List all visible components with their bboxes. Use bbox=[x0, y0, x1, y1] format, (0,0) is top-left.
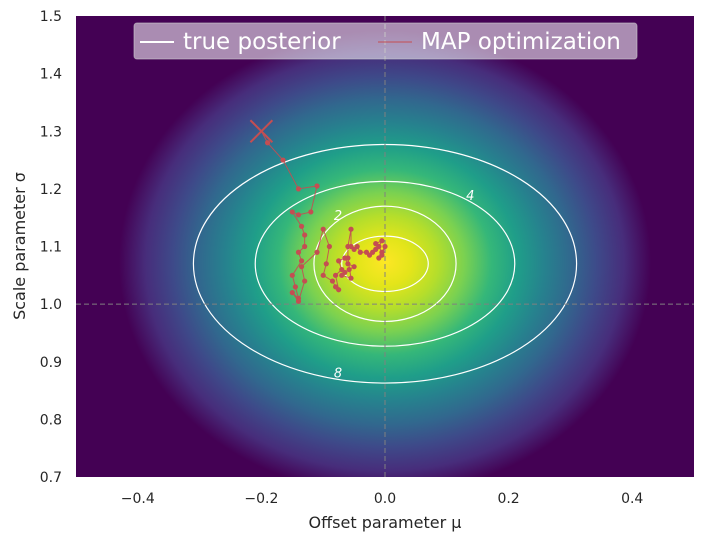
legend: true posterior MAP optimization bbox=[133, 22, 638, 60]
map-path-point bbox=[289, 209, 295, 215]
map-path-point bbox=[320, 272, 326, 278]
y-tick-label: 0.8 bbox=[40, 412, 62, 428]
map-path-point bbox=[379, 238, 385, 244]
map-path-point bbox=[376, 255, 382, 261]
map-path-point bbox=[354, 243, 360, 250]
map-path-point bbox=[382, 243, 388, 250]
contour-labels: 2 4 8 bbox=[334, 189, 475, 381]
y-tick-label: 1.1 bbox=[40, 240, 62, 256]
map-path-point bbox=[348, 275, 354, 281]
contour-label-2: 8 bbox=[334, 366, 342, 381]
x-tick-label: 0.2 bbox=[497, 491, 519, 507]
map-path-point bbox=[336, 287, 342, 293]
map-path-point bbox=[336, 258, 342, 264]
y-axis-ticks: 0.7 0.8 0.9 1.0 1.1 1.2 1.3 1.4 1.5 bbox=[40, 9, 62, 486]
map-path-point bbox=[264, 140, 271, 146]
y-tick-label: 1.5 bbox=[40, 9, 62, 25]
map-path-point bbox=[345, 261, 351, 267]
x-tick-label: 0.4 bbox=[621, 491, 643, 507]
map-path-point bbox=[346, 266, 352, 273]
map-path-point bbox=[289, 290, 295, 296]
map-path-point bbox=[308, 209, 314, 215]
map-path-point bbox=[295, 212, 302, 218]
map-path-point bbox=[314, 249, 320, 255]
x-axis-label: Offset parameter μ bbox=[309, 513, 462, 532]
map-path-point bbox=[345, 255, 351, 261]
map-path-point bbox=[289, 272, 295, 278]
map-path-point bbox=[295, 249, 302, 255]
map-path-point bbox=[280, 157, 286, 163]
map-path-point bbox=[295, 186, 302, 192]
map-path-point bbox=[298, 223, 305, 229]
map-path-point bbox=[348, 226, 354, 232]
x-tick-label: −0.2 bbox=[244, 491, 278, 507]
map-path-point bbox=[295, 298, 302, 304]
map-path-point bbox=[357, 249, 363, 255]
y-tick-label: 1.0 bbox=[40, 297, 62, 313]
map-start-marker bbox=[249, 119, 274, 143]
map-start-stroke-2 bbox=[249, 119, 274, 143]
legend-label-true-posterior: true posterior bbox=[183, 29, 341, 55]
x-tick-label: −0.4 bbox=[121, 491, 155, 507]
x-axis-ticks: −0.4 −0.2 0.0 0.2 0.4 bbox=[121, 491, 644, 507]
map-path-point bbox=[314, 183, 320, 189]
plot-area: 2 4 8 bbox=[76, 16, 694, 477]
map-path-point bbox=[302, 278, 308, 284]
map-path-point bbox=[298, 258, 305, 264]
y-tick-label: 0.7 bbox=[40, 470, 62, 486]
map-path-point bbox=[302, 232, 308, 238]
legend-box bbox=[133, 22, 638, 60]
map-path-point bbox=[329, 278, 336, 284]
map-path-point bbox=[292, 284, 298, 290]
contour-label-1: 4 bbox=[466, 189, 474, 204]
map-path-point bbox=[302, 243, 308, 250]
map-path-point bbox=[320, 226, 326, 232]
map-path-point bbox=[326, 243, 332, 250]
legend-label-map-optimization: MAP optimization bbox=[421, 29, 621, 55]
map-path-point bbox=[298, 264, 305, 270]
map-optimization-path bbox=[260, 131, 388, 304]
y-tick-label: 1.4 bbox=[40, 67, 62, 83]
y-tick-label: 1.3 bbox=[40, 124, 62, 140]
contour-label-0: 2 bbox=[334, 209, 342, 224]
y-tick-label: 1.2 bbox=[40, 182, 62, 198]
map-path-point bbox=[351, 264, 357, 270]
map-path-point bbox=[323, 261, 329, 267]
map-path-point bbox=[339, 272, 345, 278]
x-tick-label: 0.0 bbox=[374, 491, 396, 507]
map-path-point bbox=[332, 272, 339, 278]
y-axis-label: Scale parameter σ bbox=[10, 172, 29, 320]
map-path-point bbox=[376, 243, 382, 250]
y-tick-label: 0.9 bbox=[40, 355, 62, 371]
